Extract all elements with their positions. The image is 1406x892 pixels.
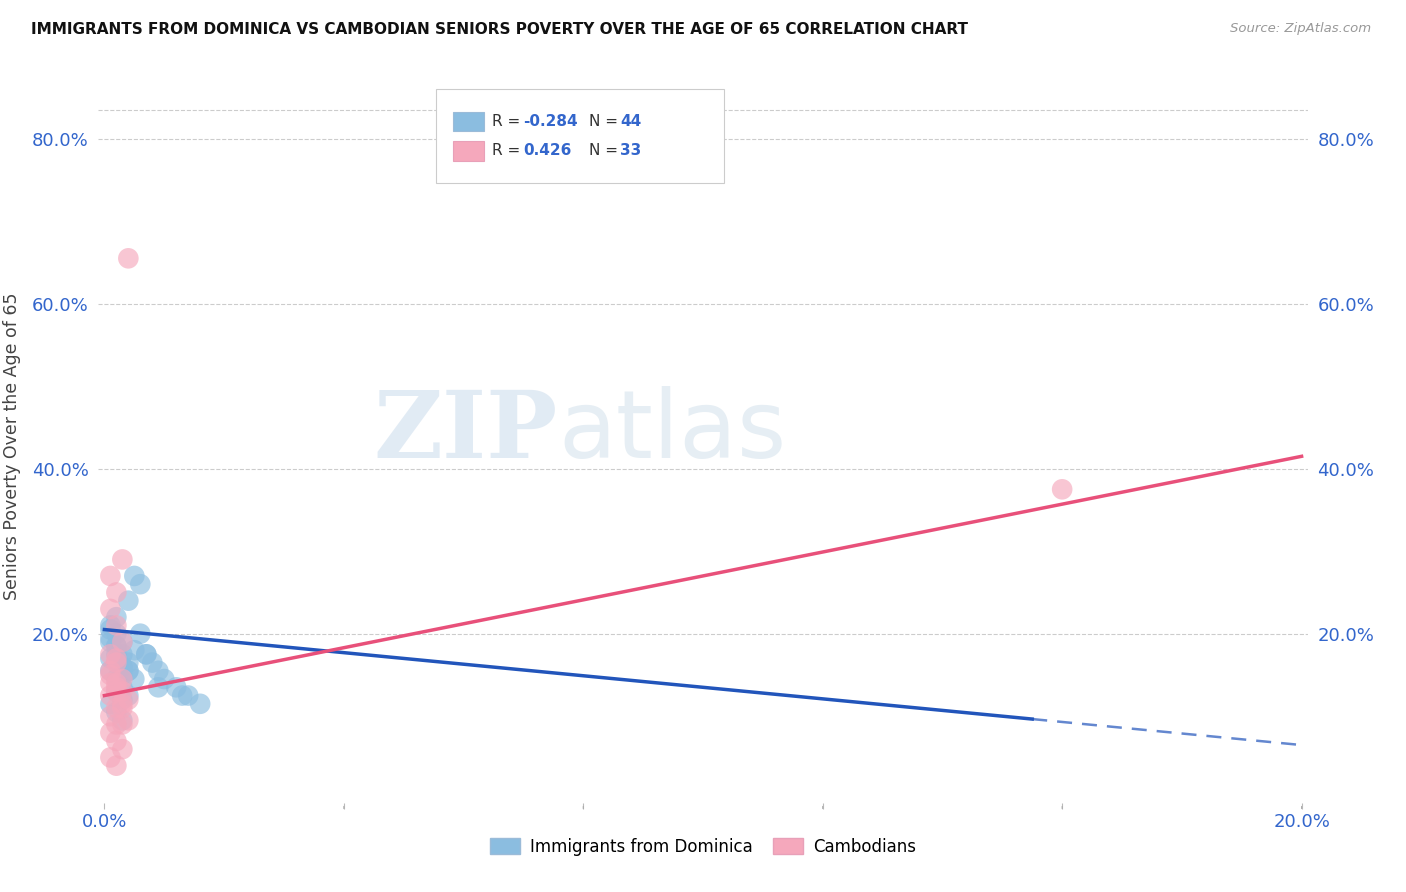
Point bbox=[135, 648, 157, 662]
Point bbox=[100, 623, 122, 637]
Text: atlas: atlas bbox=[558, 385, 786, 478]
Point bbox=[135, 648, 157, 662]
Point bbox=[111, 701, 134, 715]
Text: 33: 33 bbox=[620, 144, 641, 158]
Point bbox=[105, 656, 128, 670]
Point bbox=[100, 750, 122, 764]
Point bbox=[100, 648, 122, 662]
Point bbox=[111, 684, 134, 698]
Point bbox=[117, 714, 139, 728]
Point bbox=[111, 697, 134, 711]
Text: 0.426: 0.426 bbox=[523, 144, 571, 158]
Point bbox=[105, 676, 128, 690]
Point bbox=[111, 635, 134, 649]
Point bbox=[111, 668, 134, 682]
Legend: Immigrants from Dominica, Cambodians: Immigrants from Dominica, Cambodians bbox=[484, 831, 922, 863]
Point bbox=[100, 631, 122, 645]
Point bbox=[100, 697, 122, 711]
Point bbox=[100, 651, 122, 665]
Point bbox=[105, 734, 128, 748]
Point bbox=[172, 689, 194, 703]
Text: N =: N = bbox=[589, 114, 623, 128]
Point bbox=[111, 681, 134, 695]
Point bbox=[105, 656, 128, 670]
Text: Source: ZipAtlas.com: Source: ZipAtlas.com bbox=[1230, 22, 1371, 36]
Point bbox=[105, 648, 128, 662]
Point bbox=[111, 714, 134, 728]
Y-axis label: Seniors Poverty Over the Age of 65: Seniors Poverty Over the Age of 65 bbox=[3, 293, 21, 599]
Text: -0.284: -0.284 bbox=[523, 114, 578, 128]
Point bbox=[105, 585, 128, 599]
Text: IMMIGRANTS FROM DOMINICA VS CAMBODIAN SENIORS POVERTY OVER THE AGE OF 65 CORRELA: IMMIGRANTS FROM DOMINICA VS CAMBODIAN SE… bbox=[31, 22, 967, 37]
Point bbox=[100, 602, 122, 616]
Point bbox=[111, 672, 134, 686]
Text: 44: 44 bbox=[620, 114, 641, 128]
Point bbox=[111, 659, 134, 673]
Point bbox=[117, 664, 139, 678]
Point bbox=[111, 659, 134, 673]
Point bbox=[129, 577, 152, 591]
Point bbox=[117, 689, 139, 703]
Point bbox=[105, 639, 128, 653]
Text: N =: N = bbox=[589, 144, 623, 158]
Point bbox=[100, 676, 122, 690]
Point bbox=[117, 656, 139, 670]
Point bbox=[105, 684, 128, 698]
Point bbox=[165, 681, 187, 695]
Point bbox=[148, 664, 170, 678]
Point bbox=[105, 610, 128, 624]
Point bbox=[105, 618, 128, 632]
Point bbox=[100, 664, 122, 678]
Point bbox=[117, 593, 139, 607]
Point bbox=[117, 252, 139, 266]
Point bbox=[100, 664, 122, 678]
Point bbox=[100, 689, 122, 703]
Point bbox=[188, 697, 211, 711]
Point bbox=[111, 742, 134, 756]
Point bbox=[100, 569, 122, 583]
Point bbox=[105, 717, 128, 731]
Point bbox=[100, 709, 122, 723]
Text: ZIP: ZIP bbox=[374, 387, 558, 476]
Point bbox=[124, 643, 146, 657]
Point bbox=[124, 672, 146, 686]
Point bbox=[148, 681, 170, 695]
Point bbox=[177, 689, 200, 703]
Point bbox=[105, 672, 128, 686]
Point bbox=[105, 701, 128, 715]
Point bbox=[100, 668, 122, 682]
Point bbox=[105, 684, 128, 698]
Point bbox=[100, 635, 122, 649]
Point bbox=[1050, 483, 1073, 497]
Text: R =: R = bbox=[492, 144, 530, 158]
Text: R =: R = bbox=[492, 114, 526, 128]
Point bbox=[105, 639, 128, 653]
Point bbox=[105, 758, 128, 772]
Point bbox=[111, 648, 134, 662]
Point bbox=[111, 635, 134, 649]
Point bbox=[153, 672, 176, 686]
Point bbox=[111, 717, 134, 731]
Point bbox=[105, 626, 128, 640]
Point bbox=[105, 681, 128, 695]
Point bbox=[100, 725, 122, 739]
Point bbox=[124, 569, 146, 583]
Point bbox=[117, 692, 139, 706]
Point bbox=[100, 618, 122, 632]
Point bbox=[111, 552, 134, 566]
Point bbox=[111, 692, 134, 706]
Point bbox=[105, 705, 128, 719]
Point bbox=[105, 651, 128, 665]
Point bbox=[129, 626, 152, 640]
Point bbox=[117, 664, 139, 678]
Point bbox=[141, 656, 163, 670]
